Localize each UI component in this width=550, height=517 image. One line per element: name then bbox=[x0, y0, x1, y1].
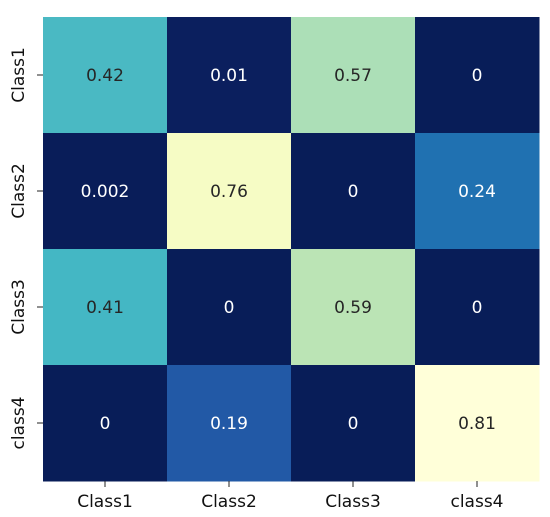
heatmap-cell bbox=[167, 133, 292, 250]
cell-value-label: 0.41 bbox=[86, 298, 124, 318]
heatmap-cell bbox=[43, 133, 168, 250]
cell-value-label: 0.57 bbox=[334, 66, 372, 86]
heatmap-cell bbox=[291, 249, 416, 366]
cell-value-label: 0.59 bbox=[334, 298, 372, 318]
cell-value-label: 0.19 bbox=[210, 414, 248, 434]
heatmap-cell bbox=[43, 17, 168, 134]
x-tick-label: Class3 bbox=[325, 492, 381, 512]
cell-value-label: 0 bbox=[348, 414, 359, 434]
heatmap-cell bbox=[167, 249, 292, 366]
x-axis: Class1 Class2 Class3 class4 bbox=[77, 481, 504, 512]
cell-value-label: 0.76 bbox=[210, 182, 248, 202]
x-tick-label: class4 bbox=[450, 492, 503, 512]
cell-value-label: 0 bbox=[100, 414, 111, 434]
cell-value-label: 0.24 bbox=[458, 182, 496, 202]
heatmap-cell bbox=[415, 17, 540, 134]
cell-value-label: 0 bbox=[472, 298, 483, 318]
y-tick-label: Class1 bbox=[9, 47, 29, 103]
cell-value-label: 0.81 bbox=[458, 414, 496, 434]
heatmap-cell bbox=[415, 365, 540, 482]
heatmap-cell bbox=[291, 133, 416, 250]
cell-value-label: 0.002 bbox=[81, 182, 130, 202]
y-axis: Class1 Class2 Class3 class4 bbox=[9, 47, 43, 450]
heatmap-cell bbox=[43, 249, 168, 366]
heatmap-cell bbox=[291, 365, 416, 482]
heatmap-cell-labels: 0.42 0.01 0.57 0 0.002 0.76 0 0.24 0.41 0 0.59 0 0 0.… bbox=[81, 66, 496, 434]
y-tick-label: Class3 bbox=[9, 279, 29, 335]
heatmap-cell bbox=[291, 17, 416, 134]
x-tick-label: Class1 bbox=[77, 492, 133, 512]
heatmap-cell bbox=[167, 365, 292, 482]
y-tick-label: class4 bbox=[9, 396, 29, 449]
heatmap-cell bbox=[43, 365, 168, 482]
cell-value-label: 0 bbox=[224, 298, 235, 318]
heatmap-cells bbox=[43, 17, 540, 482]
x-tick-label: Class2 bbox=[201, 492, 257, 512]
heatmap-cell bbox=[415, 249, 540, 366]
cell-value-label: 0.42 bbox=[86, 66, 124, 86]
cell-value-label: 0 bbox=[348, 182, 359, 202]
cell-value-label: 0.01 bbox=[210, 66, 248, 86]
y-tick-label: Class2 bbox=[9, 163, 29, 219]
heatmap-cell bbox=[415, 133, 540, 250]
heatmap-cell bbox=[167, 17, 292, 134]
cell-value-label: 0 bbox=[472, 66, 483, 86]
